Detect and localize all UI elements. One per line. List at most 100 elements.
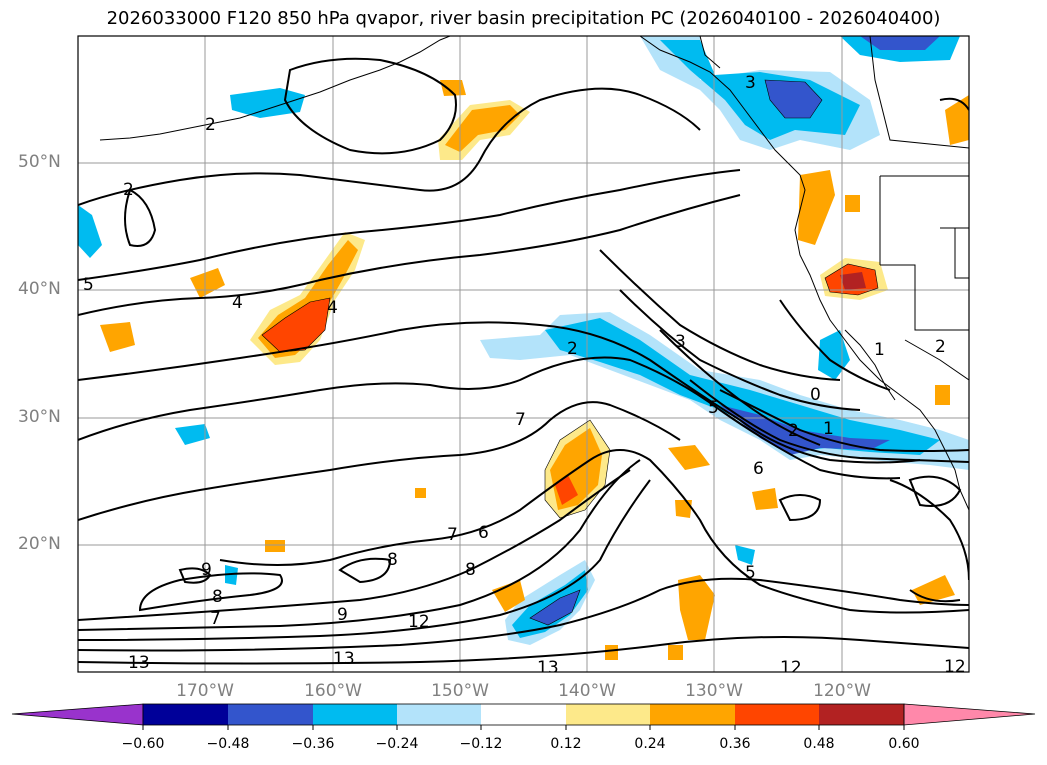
lon-label: 150°W bbox=[431, 681, 489, 701]
neg-anomaly-small-2 bbox=[225, 565, 238, 585]
colorbar-extend-low bbox=[11, 703, 144, 726]
colorbar-tick-label: 0.60 bbox=[888, 736, 920, 752]
pos-anomaly-central-strong bbox=[262, 298, 330, 352]
neg-anomaly-subtropical-core bbox=[545, 318, 940, 455]
colorbar-tick-label: −0.12 bbox=[459, 736, 503, 752]
lat-label: 20°N bbox=[18, 534, 61, 554]
lon-label: 160°W bbox=[304, 681, 362, 701]
contour-label: 8 bbox=[212, 587, 223, 607]
map-content: 2 2 3 4 4 3 2 0 1 2 1 2 5 6 7 7 6 8 8 9 … bbox=[78, 36, 969, 678]
colorbar-tick-label: 0.36 bbox=[719, 736, 751, 752]
shading-outlines bbox=[261, 79, 879, 626]
contour-label: 7 bbox=[447, 525, 458, 545]
contour-label: 1 bbox=[823, 419, 834, 439]
contour-label: 6 bbox=[753, 459, 764, 479]
contour-label: 13 bbox=[333, 649, 355, 669]
pos-anomaly-south-5 bbox=[752, 488, 778, 510]
neg-anomaly-gulf-alaska-strong bbox=[765, 80, 822, 118]
contour-label: 8 bbox=[387, 550, 398, 570]
contour-label: 12 bbox=[944, 657, 966, 677]
colorbar-tick-label: −0.36 bbox=[291, 736, 335, 752]
pos-anomaly-small-9 bbox=[605, 645, 618, 660]
colorbar-tick-label: 0.24 bbox=[634, 736, 666, 752]
colorbar-tick-label: 0.12 bbox=[550, 736, 582, 752]
contour-label: 2 bbox=[567, 339, 578, 359]
pos-anomaly-small-7 bbox=[265, 540, 285, 552]
colorbar-segment bbox=[143, 704, 228, 725]
contour-label: 13 bbox=[537, 658, 559, 678]
contour-labels: 2 2 3 4 4 3 2 0 1 2 1 2 5 6 7 7 6 8 8 9 … bbox=[83, 73, 966, 678]
colorbar-extend-high bbox=[903, 703, 1036, 726]
contour-label: 5 bbox=[708, 398, 719, 418]
colorbar-tick-label: −0.48 bbox=[206, 736, 250, 752]
pos-anomaly-small-10 bbox=[668, 645, 683, 660]
colorbar-segment bbox=[228, 704, 313, 725]
pos-anomaly-coast-north bbox=[798, 170, 835, 245]
neg-anomaly-west-edge bbox=[78, 205, 102, 258]
contour-label: 8 bbox=[465, 560, 476, 580]
contour-label: 9 bbox=[337, 605, 348, 625]
contour-label: 5 bbox=[83, 275, 94, 295]
map-title: 2026033000 F120 850 hPa qvapor, river ba… bbox=[106, 8, 941, 29]
colorbar-tick-label: −0.24 bbox=[375, 736, 419, 752]
colorbar-segment bbox=[735, 704, 819, 725]
lon-label: 140°W bbox=[558, 681, 616, 701]
pos-anomaly-small-11 bbox=[935, 385, 950, 405]
pos-anomaly-west-2 bbox=[190, 268, 225, 298]
contour-label: 0 bbox=[810, 385, 821, 405]
lat-label: 50°N bbox=[18, 152, 61, 172]
pos-anomaly-small-12 bbox=[845, 195, 860, 212]
contour-label: 13 bbox=[128, 653, 150, 673]
colorbar-segment bbox=[650, 704, 735, 725]
colorbar bbox=[11, 703, 1036, 730]
pos-anomaly-california-strong bbox=[840, 272, 866, 290]
pos-anomaly-south-2 bbox=[492, 580, 525, 612]
colorbar-segment bbox=[397, 704, 481, 725]
colorbar-frame bbox=[142, 703, 905, 726]
graticule bbox=[78, 36, 969, 672]
lat-label: 30°N bbox=[18, 407, 61, 427]
contour-label: 1 bbox=[874, 340, 885, 360]
pos-anomaly-small-6 bbox=[675, 500, 692, 518]
contour-label: 5 bbox=[745, 563, 756, 583]
pos-anomaly-south-1 bbox=[678, 575, 715, 640]
lat-label: 40°N bbox=[18, 279, 61, 299]
neg-anomaly-south-strong bbox=[530, 590, 580, 625]
lon-label: 120°W bbox=[813, 681, 871, 701]
contour-label: 12 bbox=[408, 612, 430, 632]
qvapor-contours bbox=[78, 57, 969, 665]
contour-label: 3 bbox=[675, 332, 686, 352]
contour-label: 4 bbox=[232, 293, 243, 313]
contour-label: 2 bbox=[123, 180, 134, 200]
neg-anomaly-baja bbox=[818, 330, 850, 380]
lon-label: 130°W bbox=[685, 681, 743, 701]
pos-anomaly-central-west bbox=[100, 322, 135, 352]
pos-anomaly-small-8 bbox=[415, 488, 426, 498]
contour-label: 7 bbox=[210, 609, 221, 629]
colorbar-segment bbox=[313, 704, 397, 725]
contour-label: 2 bbox=[205, 115, 216, 135]
neg-anomaly-ne-corner-strong bbox=[860, 36, 940, 50]
contour-label: 2 bbox=[788, 421, 799, 441]
contour-label: 6 bbox=[478, 523, 489, 543]
pos-anomaly-south-4 bbox=[668, 445, 710, 470]
map-frame bbox=[77, 35, 970, 673]
contour-label: 7 bbox=[515, 410, 526, 430]
colorbar-tick-label: −0.60 bbox=[121, 736, 165, 752]
coastlines bbox=[99, 36, 969, 511]
contour-label: 9 bbox=[201, 560, 212, 580]
contour-label: 3 bbox=[745, 73, 756, 93]
neg-anomaly-gulf-alaska-core bbox=[660, 40, 860, 140]
pos-anomaly-midlat-east-strong bbox=[555, 475, 578, 505]
contour-label: 4 bbox=[327, 298, 338, 318]
colorbar-tick-label: 0.48 bbox=[803, 736, 835, 752]
colorbar-segment bbox=[566, 704, 650, 725]
pos-anomaly-ne-edge bbox=[945, 95, 969, 145]
lon-label: 170°W bbox=[176, 681, 234, 701]
contour-label: 12 bbox=[780, 658, 802, 678]
neg-anomaly-small-3 bbox=[735, 545, 755, 565]
pos-anomaly-north-pacific-core bbox=[445, 105, 520, 152]
neg-anomaly-small-1 bbox=[175, 424, 210, 445]
colorbar-segment bbox=[481, 704, 566, 725]
